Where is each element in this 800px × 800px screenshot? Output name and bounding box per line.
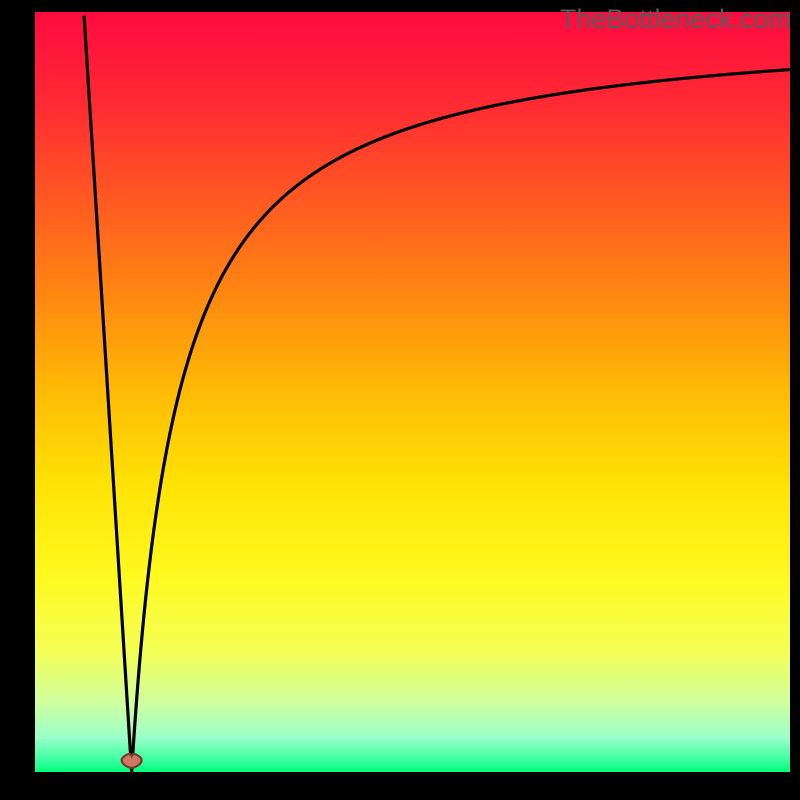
chart-frame: TheBottleneck.com xyxy=(0,0,800,800)
optimum-marker xyxy=(122,754,142,768)
watermark-text: TheBottleneck.com xyxy=(560,4,791,35)
chart-svg xyxy=(0,0,800,800)
